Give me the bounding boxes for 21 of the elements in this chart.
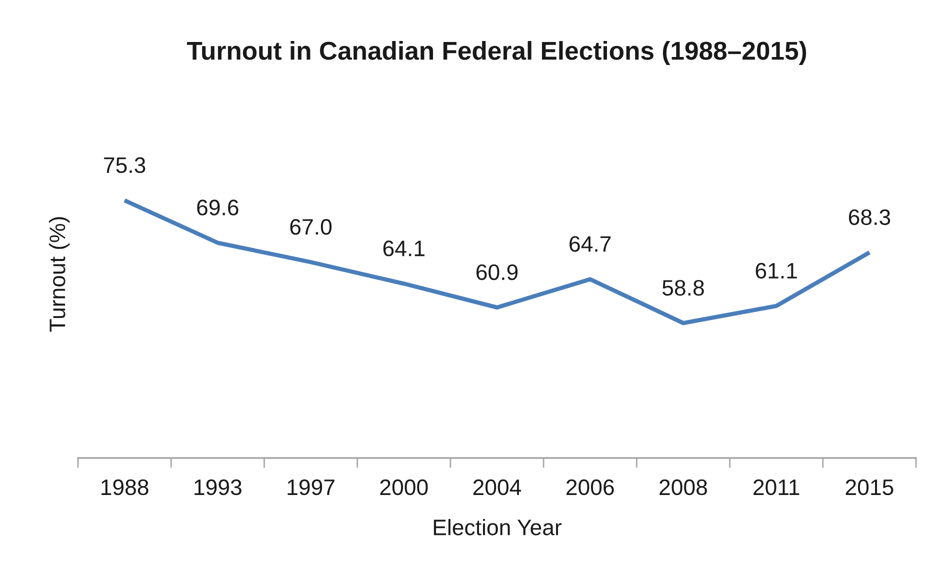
data-label: 58.8 bbox=[662, 280, 704, 296]
data-label: 67.0 bbox=[290, 219, 332, 235]
data-label: 68.3 bbox=[848, 209, 890, 226]
data-label: 61.1 bbox=[756, 262, 797, 279]
x-tick-label: 2008 bbox=[660, 479, 707, 496]
x-tick-label: 2000 bbox=[380, 479, 428, 496]
data-label: 69.6 bbox=[197, 200, 238, 216]
data-label: 75.3 bbox=[104, 157, 146, 174]
x-tick-label: 2006 bbox=[566, 479, 614, 496]
data-label: 64.1 bbox=[383, 240, 424, 256]
data-label: 60.9 bbox=[476, 264, 518, 280]
x-axis-title: Election Year bbox=[434, 518, 562, 536]
chart-title: Turnout in Canadian Federal Elections (1988–2015) bbox=[186, 41, 806, 65]
x-tick-label: 2004 bbox=[473, 479, 522, 496]
data-label: 64.7 bbox=[570, 236, 611, 252]
x-tick-label: 1997 bbox=[288, 479, 334, 496]
x-tick-label: 2011 bbox=[754, 479, 800, 496]
x-tick-label: 1988 bbox=[102, 479, 148, 496]
x-tick-label: 2015 bbox=[846, 479, 894, 496]
y-axis-title: Turnout (%) bbox=[48, 217, 70, 332]
x-tick-label: 1993 bbox=[194, 479, 242, 496]
